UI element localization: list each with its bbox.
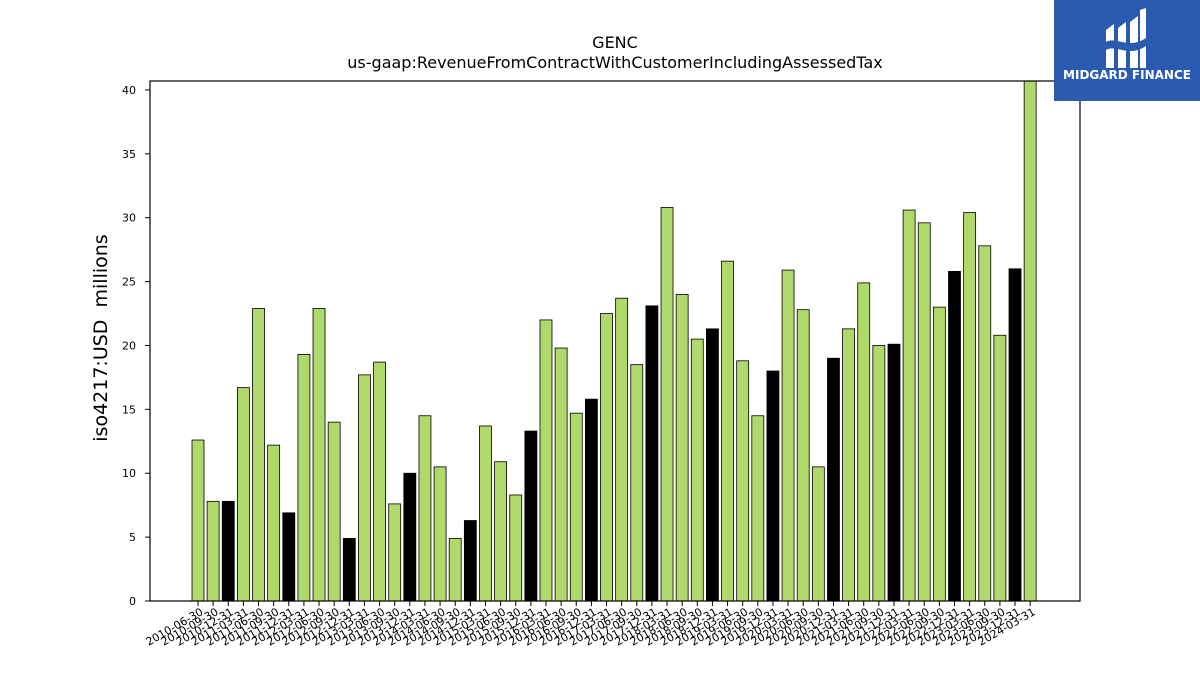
bar-2016-06-30 [554,347,568,602]
bar-2023-06-30 [978,245,992,602]
bar-2010-06-30 [191,439,205,602]
bar-2015-09-30 [509,494,523,602]
midgard-logo-icon [1106,8,1146,68]
bar-2014-03-31 [418,415,432,602]
bar-2010-09-30 [206,500,220,602]
bar-2015-03-31 [479,425,492,602]
y-tick-label: 40 [122,84,136,97]
bar-2016-09-30 [569,412,583,602]
bar-2018-09-30 [690,338,704,602]
brand-logo: MIDGARD FINANCE [1054,0,1200,101]
bar-2012-03-31 [297,354,311,602]
bar-2021-12-31 [887,343,901,602]
bar-2014-12-31 [463,520,477,602]
bar-2020-09-30 [811,466,825,602]
chart-subtitle: us-gaap:RevenueFromContractWithCustomerI… [347,53,882,72]
bar-2018-06-30 [675,293,689,602]
y-tick-label: 15 [122,403,136,416]
bar-2020-03-31 [781,269,795,602]
y-tick-label: 20 [122,339,136,352]
bar-2018-03-31 [660,207,674,602]
x-axis: 2010-06-302010-09-302010-12-312011-03-31… [144,601,1038,649]
bar-2013-03-31 [358,374,371,602]
bar-2021-03-31 [842,328,855,602]
y-tick-label: 10 [122,467,136,480]
bar-2017-06-30 [615,297,629,602]
y-tick-label: 35 [122,148,136,161]
bar-2021-06-30 [857,282,871,602]
bar-2024-03-31 [1023,80,1037,602]
y-axis: 0 5 10 15 20 25 30 35 40 [122,84,150,608]
bar-2017-03-31 [600,313,613,602]
bar-2012-12-31 [342,538,356,602]
bar-2022-06-30 [917,222,931,602]
chart-title: GENC [592,33,638,52]
bar-2018-12-31 [706,328,719,602]
bar-2011-03-31 [236,387,250,602]
bar-2011-12-31 [282,512,296,602]
bar-2019-06-30 [736,360,750,602]
bar-2013-12-31 [403,472,417,602]
bar-2011-09-30 [267,444,281,602]
bar-2014-06-30 [433,466,447,602]
bar-2020-12-31 [827,357,840,602]
bar-2022-03-31 [902,209,916,602]
y-tick-label: 25 [122,276,136,289]
bar-2019-12-31 [766,370,780,602]
y-tick-label: 5 [129,531,136,544]
bar-2012-06-30 [312,308,326,602]
y-tick-label: 0 [129,595,136,608]
bar-2020-06-30 [796,309,810,602]
bar-2017-09-30 [630,364,644,602]
bar-2022-12-31 [948,270,961,602]
bar-2011-06-30 [252,308,265,602]
bar-2019-09-30 [751,415,765,602]
bar-2015-12-31 [524,430,538,602]
bar-2014-09-30 [448,538,462,602]
bar-2017-12-31 [645,305,659,602]
bar-2015-06-30 [494,461,508,602]
bars-layer [191,80,1037,602]
bar-2023-09-30 [993,334,1007,602]
bar-2022-09-30 [932,306,946,602]
brand-name: MIDGARD FINANCE [1063,68,1191,82]
bar-2013-06-30 [373,361,386,602]
y-axis-label: iso4217:USD millions [90,234,112,441]
bar-2023-12-31 [1008,268,1022,602]
bar-2010-12-31 [221,500,235,602]
bar-2019-03-31 [721,260,734,602]
bar-2013-09-30 [388,503,402,602]
y-tick-label: 30 [122,212,136,225]
bar-2021-09-30 [872,345,886,602]
bar-2023-03-31 [963,212,977,602]
bar-2016-12-31 [584,398,598,602]
plot-frame [149,80,1081,602]
bar-2012-09-30 [327,421,341,602]
bar-2016-03-31 [539,319,553,602]
